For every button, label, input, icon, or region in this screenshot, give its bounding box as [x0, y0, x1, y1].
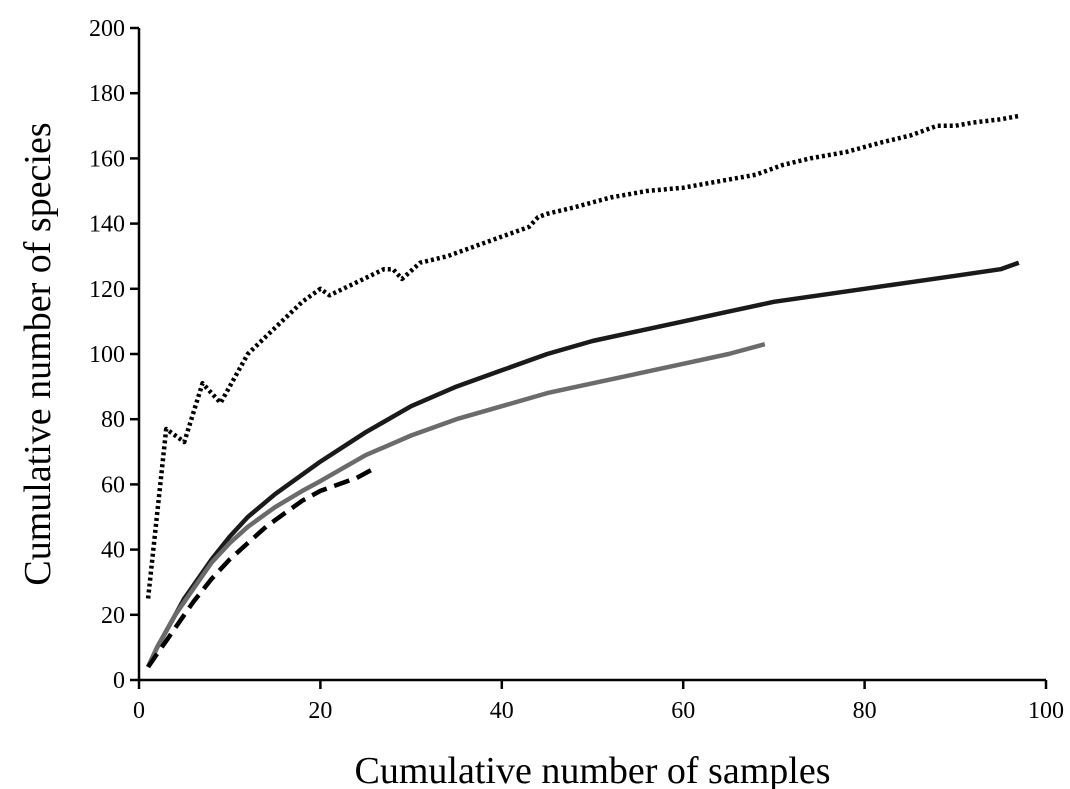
- series-layer: [145, 113, 1020, 669]
- series-line-4-dashed: [146, 466, 376, 669]
- x-tick-label: 20: [308, 698, 332, 724]
- y-tick-label: 180: [89, 81, 125, 107]
- y-ticks: 0 20 40 60 80 100 120 140 160 180 200: [89, 16, 139, 694]
- x-ticks: 0 20 40 60 80 100: [133, 680, 1064, 724]
- y-tick-label: 140: [89, 212, 125, 238]
- y-tick-label: 80: [101, 407, 125, 433]
- series-line-3-solid: [146, 342, 766, 668]
- x-tick-label: 0: [133, 698, 145, 724]
- y-tick-label: 160: [89, 146, 125, 172]
- y-tick-label: 120: [89, 277, 125, 303]
- y-tick-label: 60: [101, 472, 125, 498]
- y-tick-label: 20: [101, 603, 125, 629]
- y-axis-title: Cumulative number of species: [17, 122, 59, 585]
- y-tick-label: 200: [89, 16, 125, 42]
- x-tick-label: 100: [1028, 698, 1064, 724]
- axes-layer: [137, 28, 1046, 682]
- x-tick-label: 60: [671, 698, 695, 724]
- y-tick-label: 100: [89, 342, 125, 368]
- x-axis-title: Cumulative number of samples: [355, 750, 831, 789]
- x-tick-label: 80: [853, 698, 877, 724]
- x-tick-label: 40: [490, 698, 514, 724]
- y-tick-label: 0: [113, 668, 125, 694]
- series-line-1-dotted: [145, 113, 1020, 599]
- y-tick-label: 40: [101, 538, 125, 564]
